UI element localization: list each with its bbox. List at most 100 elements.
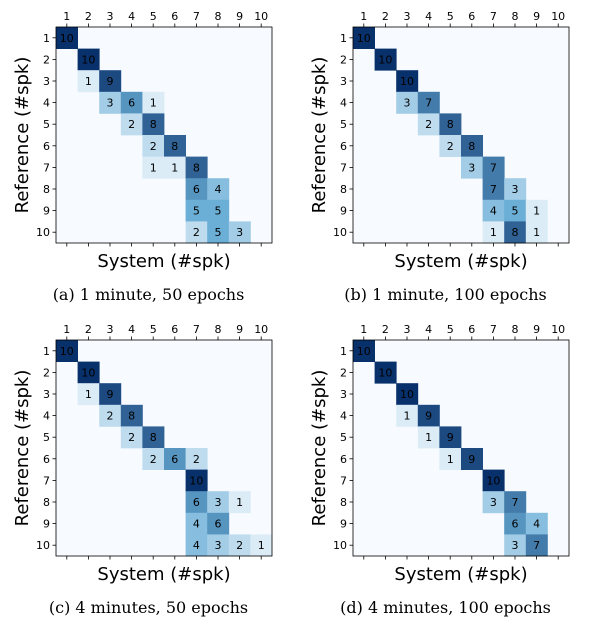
y-tick-label: 10 (36, 226, 50, 239)
x-tick-label: 7 (193, 10, 200, 23)
heatmap-cell (461, 135, 483, 157)
panel-c: 10 10 1 9 2 8 2 8 2 6 2 10 6 3 1 4 6 4 3 2 1 1 2 3 4 5 6 7 8 9 10 1 2 3 4 5… (0, 313, 297, 625)
heatmap-cell (396, 91, 419, 114)
caption-d: (d) 4 minutes, 100 epochs (340, 598, 551, 617)
y-tick-label: 9 (340, 518, 347, 531)
cell-value-label: 1 (171, 161, 178, 174)
panel-b: 10 10 10 3 7 2 8 2 8 3 7 7 3 4 5 1 1 8 1 1 2 3 4 5 6 7 8 9 10 1 2 3 4 5 6 7… (297, 0, 594, 312)
y-tick-label: 4 (340, 97, 347, 110)
x-axis-label: System (#spk) (394, 564, 527, 585)
x-tick-label: 8 (512, 323, 519, 336)
heatmap-cell (120, 404, 143, 427)
cell-value-label: 10 (378, 366, 392, 379)
cell-value-label: 10 (189, 474, 203, 487)
x-tick-label: 4 (128, 10, 135, 23)
x-tick-label: 10 (254, 323, 268, 336)
heatmap-cell (185, 221, 208, 244)
heatmap-cell (99, 70, 122, 93)
y-axis-label: Reference (#spk) (12, 370, 33, 527)
cell-value-label: 8 (150, 118, 157, 131)
cell-value-label: 3 (236, 226, 243, 239)
heatmap-cell (77, 361, 100, 384)
cell-value-label: 10 (60, 345, 74, 358)
heatmap-cell (207, 178, 230, 201)
y-tick-label: 8 (340, 496, 347, 509)
y-tick-label: 6 (43, 453, 50, 466)
cell-value-label: 8 (447, 118, 454, 131)
x-tick-label: 8 (215, 10, 222, 23)
cell-value-label: 1 (425, 431, 432, 444)
x-tick-label: 1 (63, 10, 70, 23)
plot-frame (55, 26, 273, 244)
heatmap-cell (120, 91, 143, 114)
cell-value-label: 8 (150, 431, 157, 444)
heatmap-cell (482, 199, 505, 222)
heatmap-cell (396, 404, 419, 427)
cell-value-label: 6 (171, 453, 178, 466)
heatmap-cell (504, 221, 527, 244)
y-tick-label: 4 (43, 410, 50, 423)
y-tick-label: 10 (333, 539, 347, 552)
y-axis-label: Reference (#spk) (309, 370, 330, 527)
heatmap-cell (374, 361, 397, 384)
y-tick-label: 1 (43, 32, 50, 45)
x-tick-label: 1 (63, 323, 70, 336)
cell-value-label: 9 (107, 388, 114, 401)
cell-value-label: 10 (400, 75, 414, 88)
heatmap-cell (185, 491, 208, 514)
y-tick-label: 3 (43, 388, 50, 401)
plot-frame (352, 339, 570, 557)
x-axis-label: System (#spk) (97, 564, 230, 585)
heatmap-cell (439, 426, 462, 449)
cell-value-label: 2 (425, 118, 432, 131)
heatmap-cell (525, 512, 548, 535)
cell-value-label: 8 (128, 410, 135, 423)
heatmap-cell (461, 156, 483, 179)
cell-value-label: 8 (468, 140, 475, 153)
cell-value-label: 1 (404, 410, 411, 423)
cell-value-label: 6 (193, 496, 200, 509)
x-tick-label: 9 (533, 323, 540, 336)
cell-value-label: 6 (193, 183, 200, 196)
cell-value-label: 1 (150, 97, 157, 110)
y-tick-label: 7 (43, 161, 50, 174)
cell-value-label: 2 (193, 453, 200, 466)
caption-b: (b) 1 minute, 100 epochs (344, 285, 547, 304)
cell-value-label: 8 (512, 226, 519, 239)
heatmap-cell (228, 491, 251, 514)
heatmap-cell (417, 91, 440, 114)
cell-value-label: 2 (150, 453, 157, 466)
cell-value-label: 10 (81, 53, 95, 66)
heatmap-cell (396, 70, 419, 93)
y-tick-label: 1 (43, 345, 50, 358)
x-tick-label: 9 (236, 10, 243, 23)
x-tick-label: 7 (193, 323, 200, 336)
y-tick-label: 5 (340, 118, 347, 131)
y-tick-label: 3 (43, 75, 50, 88)
y-tick-label: 5 (43, 431, 50, 444)
cell-value-label: 7 (533, 539, 540, 552)
heatmap-cell (142, 156, 165, 179)
heatmap-cell (228, 534, 251, 557)
heatmap-cell (120, 113, 143, 136)
x-tick-label: 6 (468, 323, 475, 336)
heatmap-cell (482, 156, 505, 179)
cell-value-label: 1 (533, 226, 540, 239)
cell-value-label: 7 (490, 183, 497, 196)
cell-value-label: 7 (490, 161, 497, 174)
y-tick-label: 6 (43, 140, 50, 153)
y-tick-label: 8 (43, 496, 50, 509)
cell-value-label: 3 (512, 539, 519, 552)
heatmap-cell (439, 448, 462, 470)
x-tick-label: 5 (150, 323, 157, 336)
heatmap-cell (185, 534, 208, 557)
x-tick-label: 5 (447, 323, 454, 336)
y-axis-label: Reference (#spk) (12, 57, 33, 214)
heatmap-cell (185, 469, 208, 492)
heatmap-cell (417, 426, 440, 449)
x-axis-label: System (#spk) (97, 251, 230, 272)
y-tick-label: 2 (43, 366, 50, 379)
heatmap-cell (142, 113, 165, 136)
